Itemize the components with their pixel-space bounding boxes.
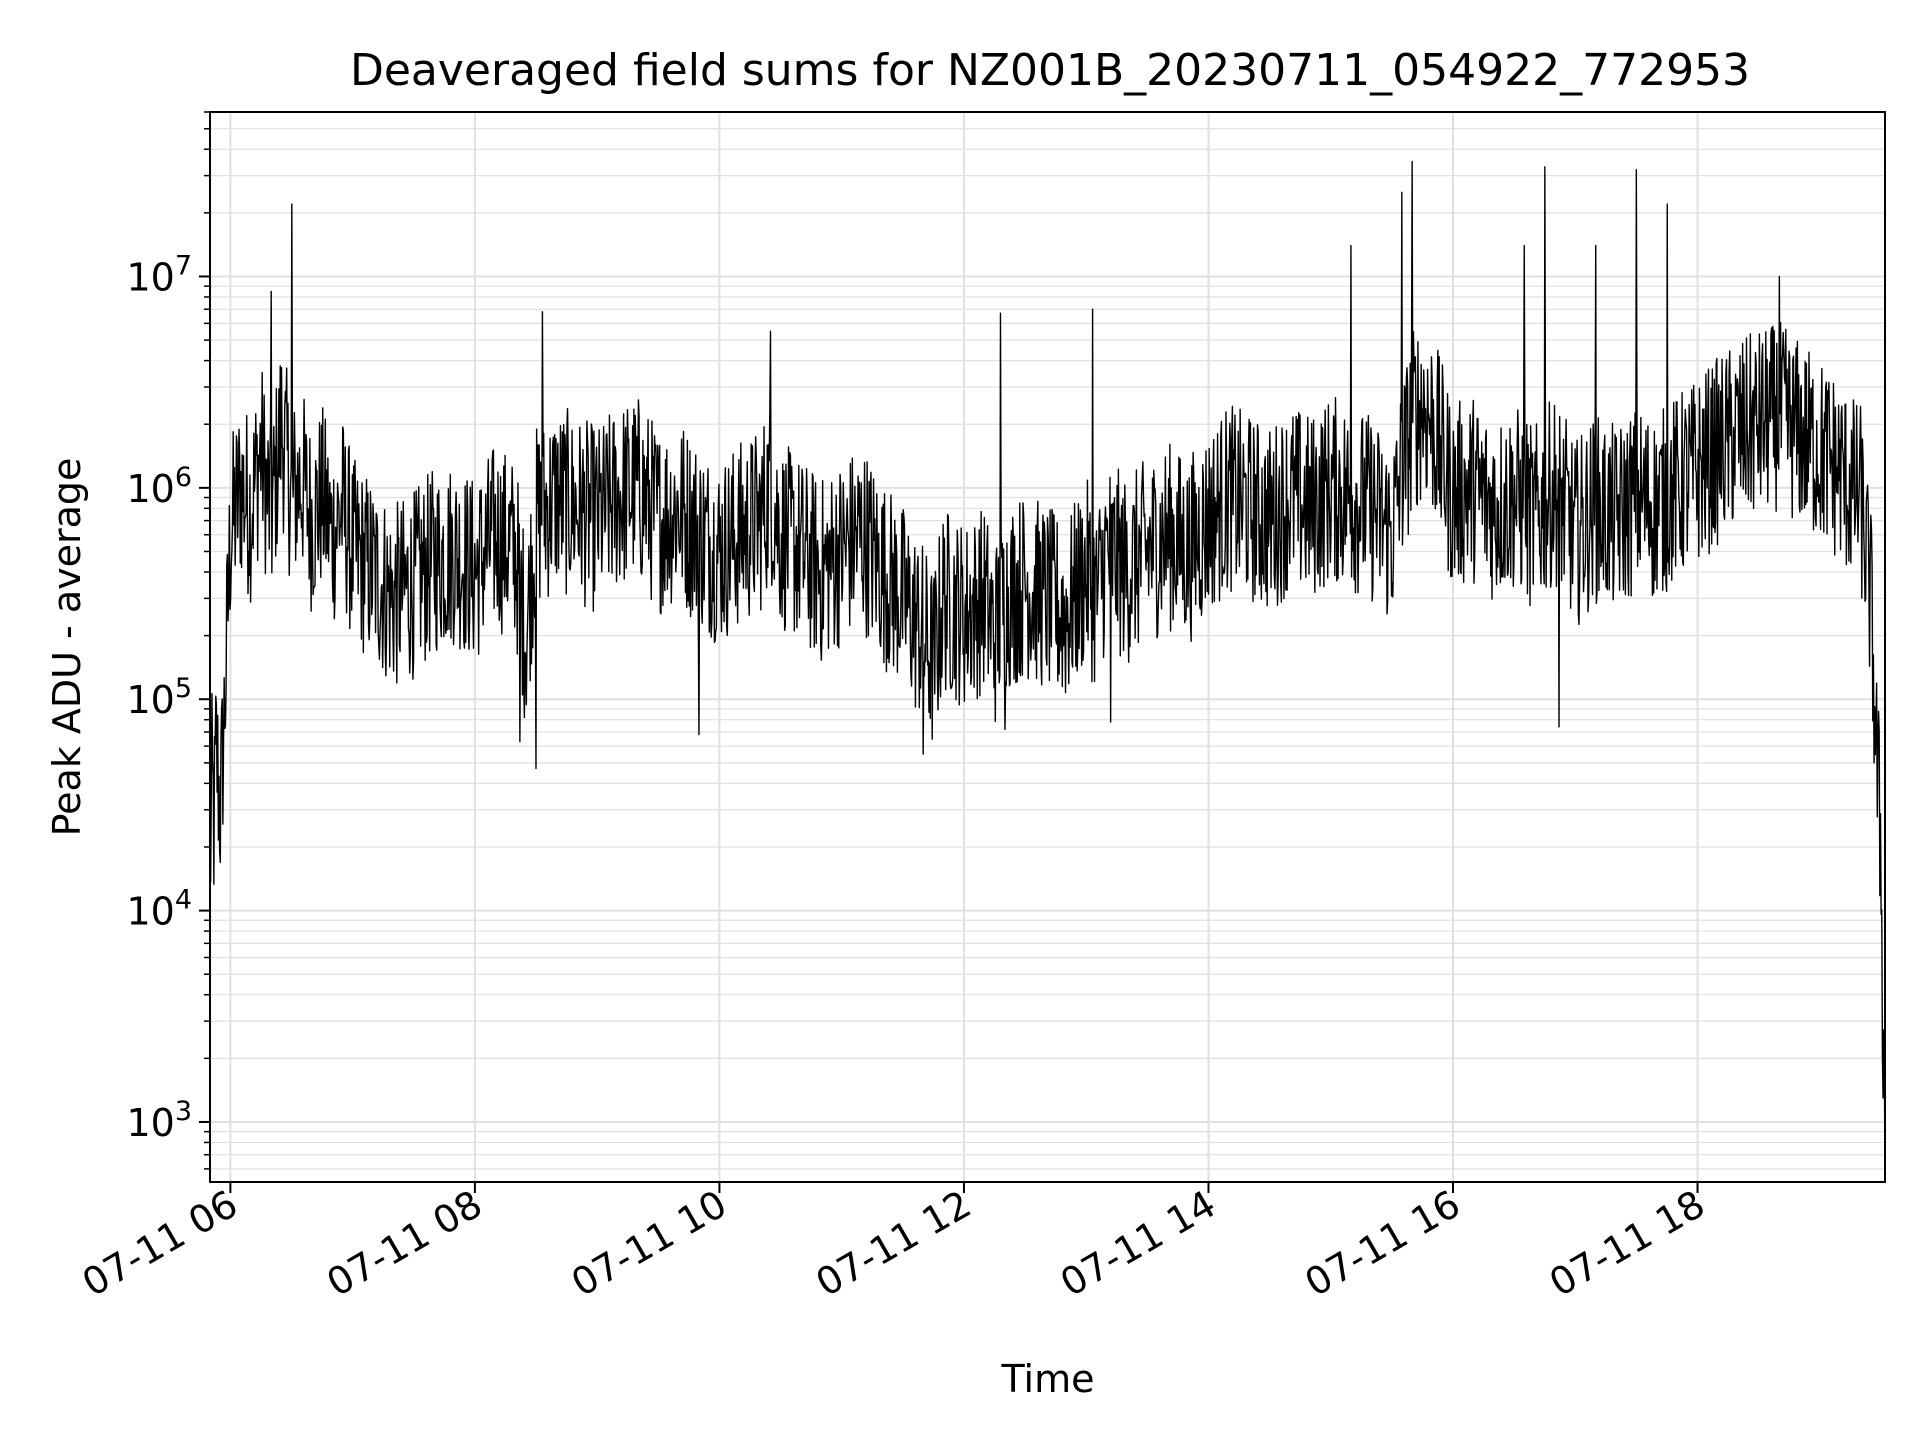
y-tick-base: 10 [126, 678, 174, 722]
x-axis-label: Time [1001, 1357, 1095, 1401]
data-series-layer [209, 160, 1886, 1168]
data-series-line [209, 160, 1886, 1168]
plot-frame [209, 111, 1886, 1183]
y-tick-exponent: 7 [175, 250, 192, 281]
grid [210, 111, 1885, 1182]
y-tick-exponent: 4 [175, 885, 192, 916]
y-tick-exponent: 6 [175, 462, 192, 493]
y-tick-base: 10 [126, 255, 174, 299]
y-tick-base: 10 [126, 890, 174, 934]
y-tick-label: 107 [126, 250, 192, 299]
y-axis-label: Peak ADU - average [45, 458, 89, 837]
y-tick-label: 106 [126, 462, 192, 511]
y-tick-label: 103 [126, 1096, 192, 1145]
y-tick-base: 10 [126, 1101, 174, 1145]
y-tick-base: 10 [126, 467, 174, 511]
y-tick-label: 104 [126, 885, 192, 934]
y-tick-label: 105 [126, 673, 192, 722]
y-tick-exponent: 5 [175, 673, 192, 704]
chart-title: Deaveraged field sums for NZ001B_2023071… [350, 45, 1750, 96]
y-tick-exponent: 3 [175, 1096, 192, 1127]
